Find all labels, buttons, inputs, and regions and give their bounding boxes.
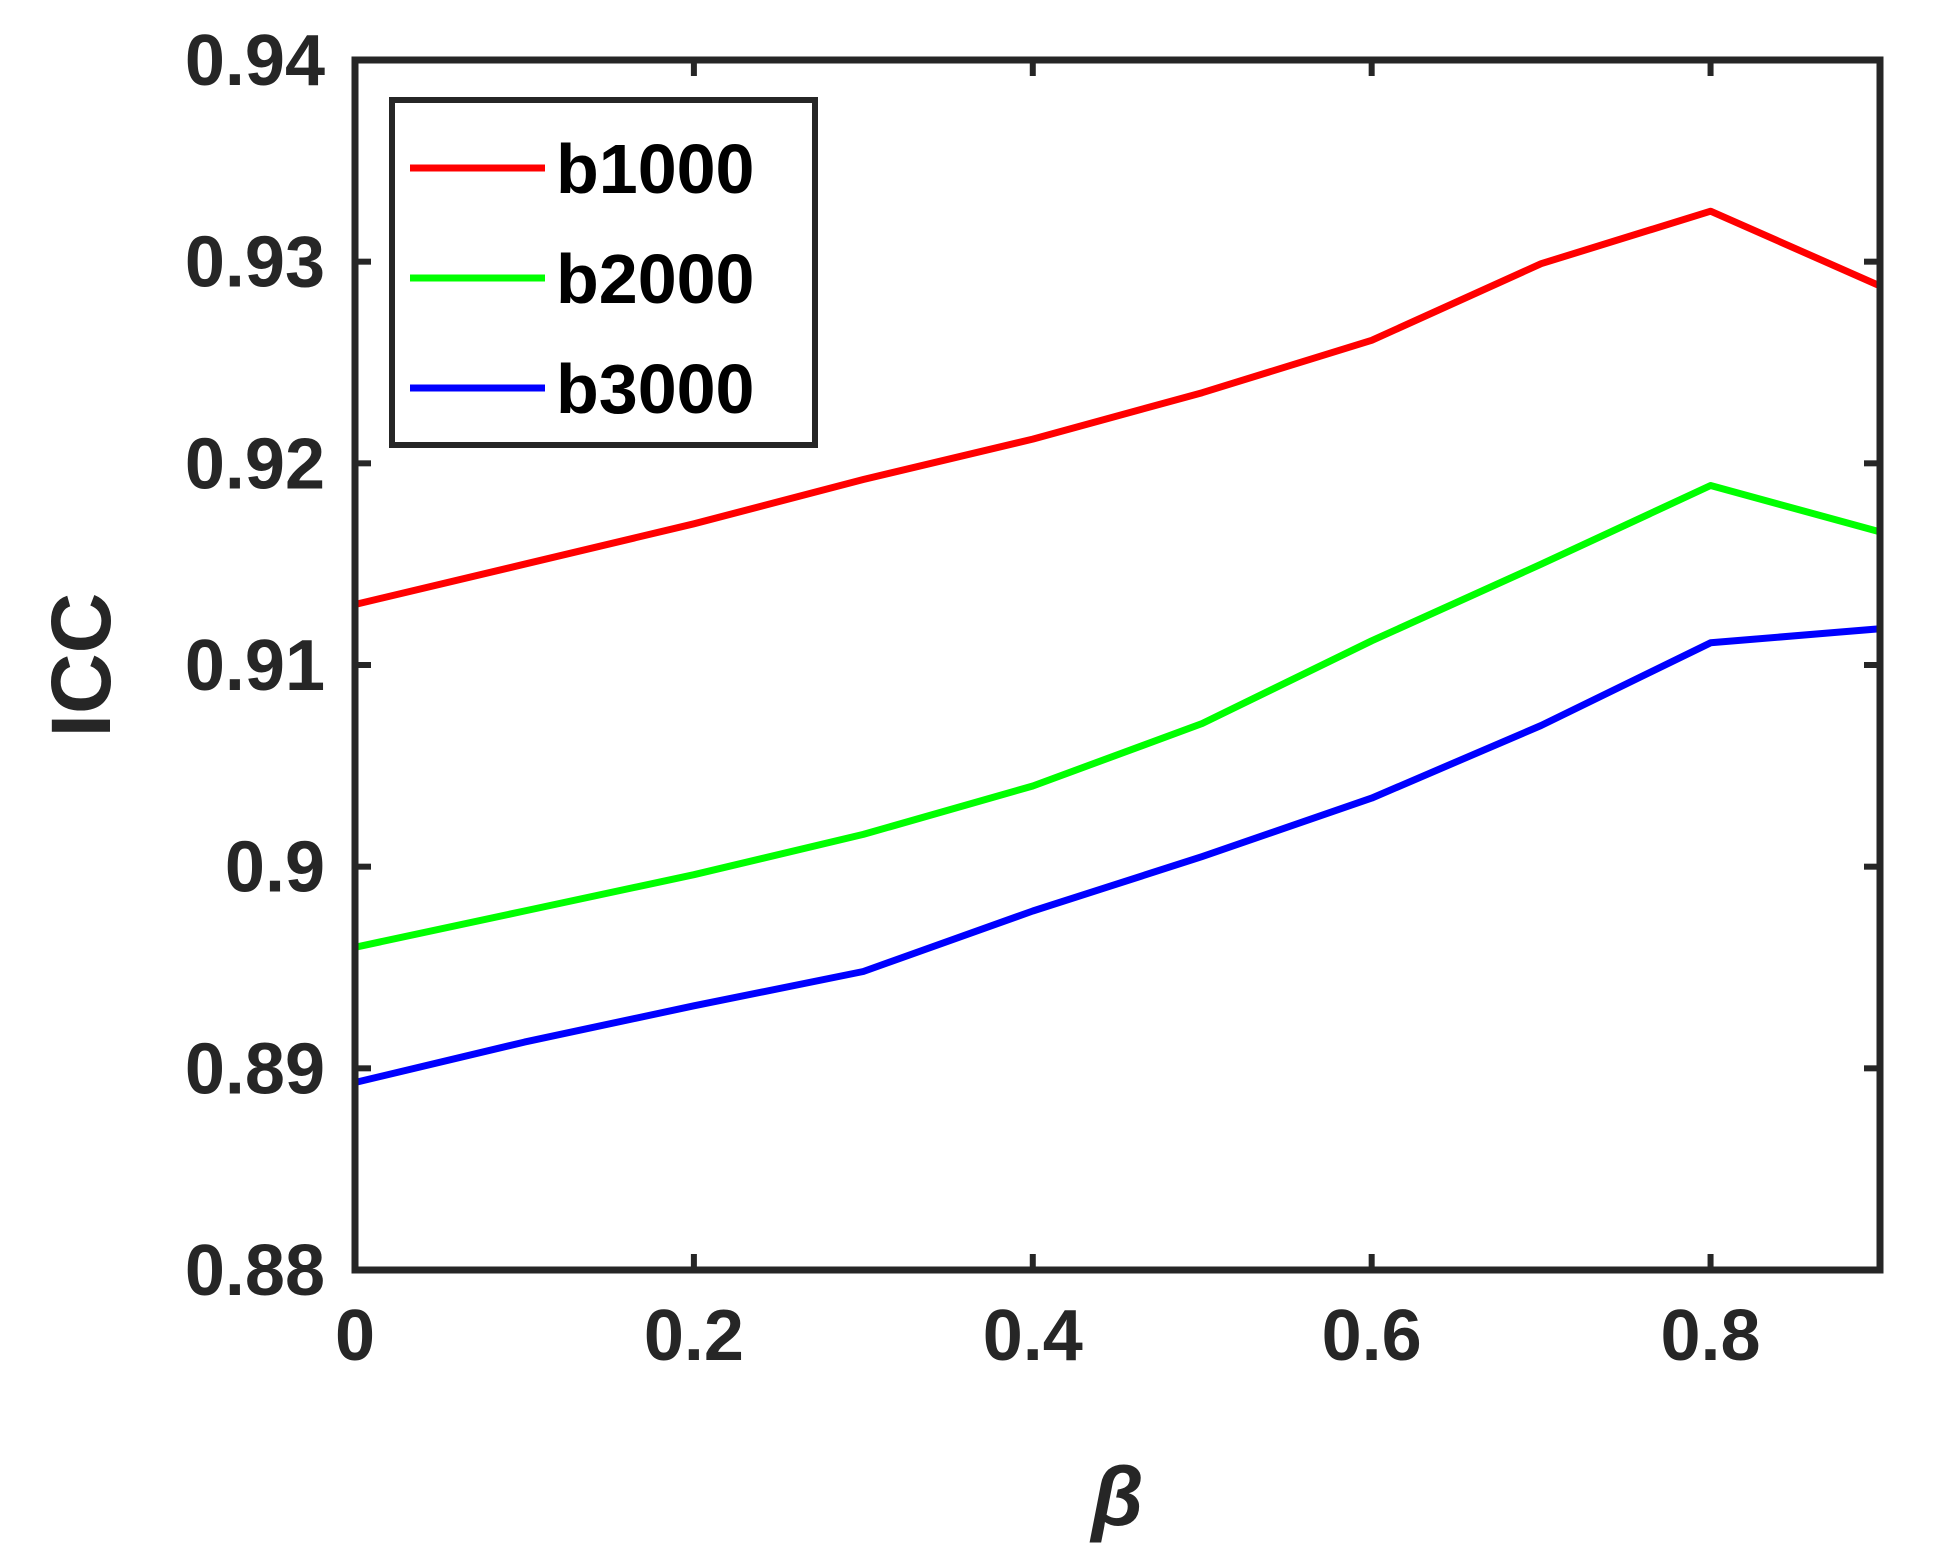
- legend: b1000 b2000 b3000: [389, 97, 818, 448]
- y-tick-labels: 0.88 0.89 0.9 0.91 0.92 0.93 0.94: [185, 21, 325, 1311]
- y-tick-label: 0.94: [185, 21, 325, 101]
- series-line-b2000: [354, 482, 1881, 951]
- x-axis-label: β: [1089, 1449, 1143, 1543]
- x-tick-label: 0.4: [983, 1296, 1083, 1376]
- y-tick-label: 0.9: [225, 828, 325, 908]
- y-tick-label: 0.89: [185, 1029, 325, 1109]
- x-tick-label: 0.6: [1322, 1296, 1422, 1376]
- tick-marks: [352, 57, 1880, 1273]
- series-layer: [354, 207, 1882, 1086]
- y-tick-label: 0.92: [185, 424, 325, 504]
- x-tick-labels: 0 0.2 0.4 0.6 0.8: [335, 1296, 1761, 1376]
- series-line-b1000: [354, 207, 1882, 608]
- y-tick-label: 0.88: [185, 1231, 325, 1311]
- x-tick-label: 0: [335, 1296, 375, 1376]
- legend-label-b2000: b2000: [556, 240, 754, 318]
- y-tick-label: 0.91: [185, 626, 325, 706]
- legend-label-b3000: b3000: [556, 350, 754, 428]
- y-tick-label: 0.93: [185, 223, 325, 303]
- legend-label-b1000: b1000: [556, 130, 754, 208]
- x-tick-label: 0.8: [1661, 1296, 1761, 1376]
- y-axis-label: ICC: [34, 593, 128, 738]
- series-line-b3000: [354, 625, 1881, 1086]
- x-tick-label: 0.2: [644, 1296, 744, 1376]
